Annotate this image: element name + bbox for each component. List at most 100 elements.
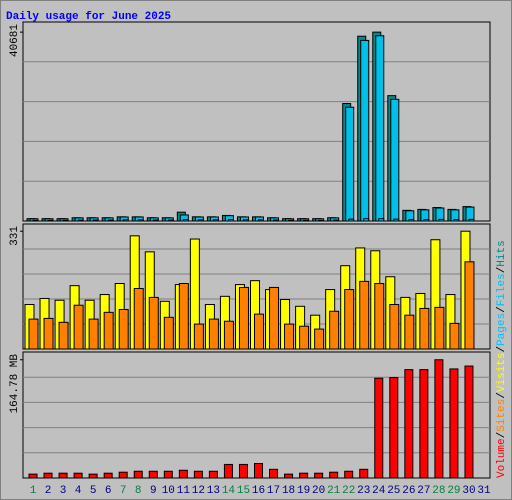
x-tick-label: 3 (60, 485, 67, 497)
bar (227, 219, 234, 222)
bar (107, 219, 114, 222)
bar (269, 468, 279, 479)
bar (28, 318, 39, 350)
x-tick-label: 29 (447, 485, 460, 497)
bar (223, 463, 233, 479)
bar (148, 296, 159, 350)
bar (182, 219, 189, 222)
legend-separator: / (496, 306, 508, 313)
bar (212, 219, 219, 222)
bar (92, 219, 99, 222)
bar (434, 306, 445, 350)
legend-entry: Sites (496, 399, 508, 432)
bar (273, 219, 280, 222)
bar (238, 463, 248, 479)
bar (359, 468, 369, 479)
x-tick-label: 6 (105, 485, 112, 497)
bar (390, 98, 400, 222)
bar (419, 307, 430, 350)
bar (468, 218, 475, 222)
bar (163, 470, 173, 479)
x-tick-label: 1 (30, 485, 37, 497)
bar (389, 377, 399, 479)
legend-separator: / (496, 346, 508, 353)
x-tick-label: 31 (477, 485, 491, 497)
bar (118, 308, 129, 350)
bar (47, 219, 54, 222)
x-tick-label: 13 (207, 485, 220, 497)
bar (152, 219, 159, 222)
x-tick-label: 18 (282, 485, 295, 497)
bar (419, 369, 429, 479)
x-tick-label: 2 (45, 485, 52, 497)
bar (284, 323, 295, 350)
bar (167, 219, 174, 222)
bar (329, 310, 340, 350)
bar (423, 219, 430, 222)
x-tick-label: 26 (402, 485, 415, 497)
x-tick-label: 7 (120, 485, 127, 497)
bar (434, 359, 444, 479)
bar (438, 218, 445, 222)
x-tick-label: 14 (222, 485, 236, 497)
bar (464, 365, 474, 479)
bar (333, 219, 340, 222)
x-tick-label: 19 (297, 485, 310, 497)
bar (299, 325, 310, 350)
bar (404, 314, 415, 350)
bar (58, 321, 69, 350)
bar (73, 472, 83, 479)
bar (329, 471, 339, 479)
bar (378, 218, 385, 222)
x-tick-label: 8 (135, 485, 142, 497)
x-tick-label: 10 (162, 485, 175, 497)
y-tick-label: 40681 (9, 24, 21, 57)
bar (193, 470, 203, 479)
bar (303, 219, 310, 222)
x-tick-label: 17 (267, 485, 280, 497)
bar (375, 35, 385, 222)
bar (464, 261, 475, 350)
bar (88, 473, 98, 479)
bar (284, 473, 294, 479)
legend: Volume/Sites/Visits/Pages/Files/Hits (496, 240, 508, 478)
x-tick-label: 5 (90, 485, 97, 497)
x-tick-label: 23 (357, 485, 370, 497)
bar (103, 472, 113, 479)
bar (62, 219, 69, 222)
bar (348, 218, 355, 222)
bar (43, 472, 53, 479)
bar (389, 304, 400, 350)
bar (223, 320, 234, 350)
x-tick-label: 4 (75, 485, 82, 497)
bar (393, 218, 400, 222)
bar (148, 470, 158, 479)
bar (88, 318, 99, 350)
bar (32, 219, 39, 222)
legend-separator: / (496, 432, 508, 439)
bar (453, 219, 460, 222)
bar (208, 318, 219, 350)
bar (374, 283, 385, 350)
bar (43, 317, 54, 350)
x-tick-label: 22 (342, 485, 355, 497)
x-tick-label: 15 (237, 485, 250, 497)
x-tick-label: 28 (432, 485, 445, 497)
bar (238, 286, 249, 350)
x-tick-label: 30 (462, 485, 475, 497)
bar (360, 39, 370, 222)
bar (242, 219, 249, 222)
bar (269, 286, 280, 350)
bar (344, 470, 354, 479)
x-tick-label: 12 (192, 485, 205, 497)
bar (363, 218, 370, 222)
bar (449, 322, 460, 350)
bar (163, 316, 174, 350)
bar (122, 219, 129, 222)
bar (193, 323, 204, 350)
bar (77, 219, 84, 222)
legend-entry: Hits (496, 240, 508, 266)
panel (22, 21, 491, 222)
bar (404, 369, 414, 479)
